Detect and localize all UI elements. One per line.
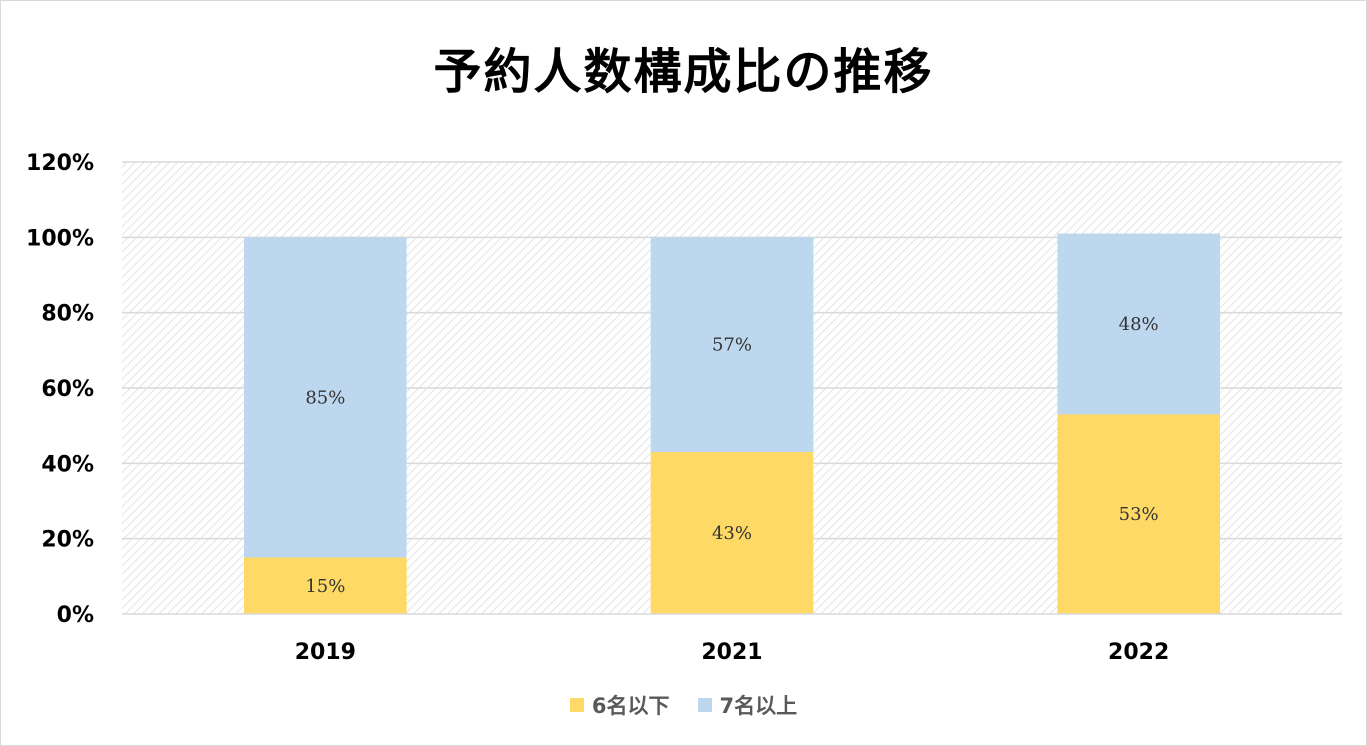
data-label: 43% (712, 523, 752, 544)
legend: 6名以下 7名以上 (0, 690, 1367, 720)
bars (244, 233, 1220, 614)
y-tick-label: 80% (41, 302, 94, 327)
legend-item-series-2: 7名以上 (697, 690, 798, 720)
data-labels: 15% 85% 43% 57% 53% 48% (305, 314, 1158, 597)
y-tick-label: 20% (41, 528, 94, 553)
y-tick-label: 60% (41, 377, 94, 402)
data-label: 48% (1119, 314, 1159, 335)
axes: 0% 20% 40% 60% 80% 100% 120% 2019 2021 2022 (26, 151, 1342, 665)
bar-segment (650, 452, 814, 614)
data-label: 85% (305, 387, 345, 408)
data-label: 15% (305, 576, 345, 597)
bar-segment (650, 237, 814, 453)
y-tick-label: 40% (41, 452, 94, 477)
data-label: 53% (1119, 504, 1159, 525)
bar-segment (244, 557, 407, 614)
bar-segment (244, 237, 407, 558)
x-tick-label: 2022 (1108, 640, 1169, 665)
legend-item-series-1: 6名以下 (569, 690, 670, 720)
y-tick-label: 120% (26, 151, 94, 176)
x-tick-label: 2019 (295, 640, 356, 665)
bar-segment (1057, 414, 1220, 614)
x-tick-label: 2021 (701, 640, 762, 665)
legend-swatch-series-1 (569, 698, 584, 712)
legend-label-series-2: 7名以上 (719, 694, 798, 718)
chart-title: 予約人数構成比の推移 (433, 44, 934, 100)
bar-segment (1057, 233, 1220, 415)
y-tick-label: 0% (57, 603, 94, 628)
data-label: 57% (712, 335, 752, 356)
legend-label-series-1: 6名以下 (591, 694, 670, 718)
legend-swatch-series-2 (697, 698, 712, 712)
y-tick-label: 100% (26, 226, 94, 251)
